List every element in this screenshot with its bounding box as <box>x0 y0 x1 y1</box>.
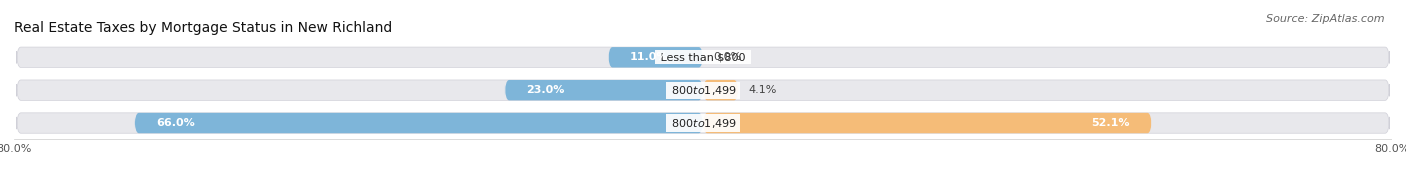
Text: Real Estate Taxes by Mortgage Status in New Richland: Real Estate Taxes by Mortgage Status in … <box>14 21 392 35</box>
Text: Source: ZipAtlas.com: Source: ZipAtlas.com <box>1267 14 1385 24</box>
FancyBboxPatch shape <box>17 113 1389 133</box>
FancyBboxPatch shape <box>505 80 703 100</box>
Text: 11.0%: 11.0% <box>630 52 668 62</box>
Text: Less than $800: Less than $800 <box>657 52 749 62</box>
Text: 66.0%: 66.0% <box>156 118 195 128</box>
Text: 0.0%: 0.0% <box>713 52 741 62</box>
FancyBboxPatch shape <box>609 47 703 67</box>
FancyBboxPatch shape <box>135 113 703 133</box>
Text: 52.1%: 52.1% <box>1091 118 1130 128</box>
FancyBboxPatch shape <box>703 80 738 100</box>
Text: 23.0%: 23.0% <box>526 85 565 95</box>
FancyBboxPatch shape <box>17 80 1389 100</box>
Text: $800 to $1,499: $800 to $1,499 <box>668 117 738 130</box>
Text: $800 to $1,499: $800 to $1,499 <box>668 84 738 97</box>
FancyBboxPatch shape <box>17 47 1389 67</box>
Text: 4.1%: 4.1% <box>748 85 778 95</box>
FancyBboxPatch shape <box>703 113 1152 133</box>
